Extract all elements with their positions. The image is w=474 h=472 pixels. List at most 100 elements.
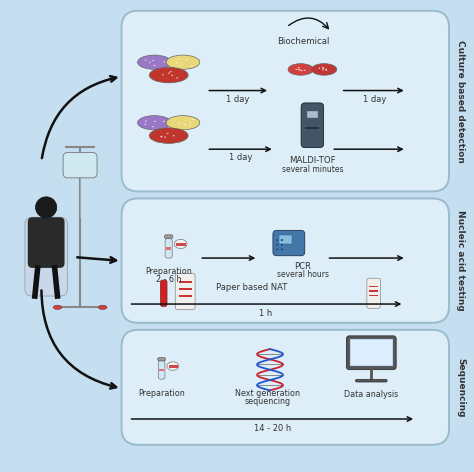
FancyBboxPatch shape — [369, 286, 378, 287]
Ellipse shape — [276, 239, 278, 241]
Ellipse shape — [149, 67, 188, 83]
FancyBboxPatch shape — [346, 336, 396, 370]
Text: Culture based detection: Culture based detection — [456, 40, 465, 163]
Text: Preparation: Preparation — [146, 267, 192, 276]
Ellipse shape — [304, 70, 306, 71]
FancyBboxPatch shape — [159, 370, 164, 371]
Ellipse shape — [298, 69, 300, 70]
Ellipse shape — [137, 116, 171, 130]
FancyBboxPatch shape — [166, 247, 171, 250]
FancyBboxPatch shape — [179, 295, 192, 296]
FancyBboxPatch shape — [179, 288, 192, 290]
Ellipse shape — [173, 135, 174, 136]
FancyBboxPatch shape — [273, 230, 305, 256]
Text: Next generation: Next generation — [235, 388, 300, 398]
Text: Preparation: Preparation — [138, 388, 185, 398]
Ellipse shape — [167, 362, 179, 371]
Ellipse shape — [167, 133, 168, 134]
Ellipse shape — [295, 69, 297, 70]
Ellipse shape — [160, 136, 162, 137]
FancyBboxPatch shape — [369, 295, 378, 296]
Ellipse shape — [322, 69, 324, 70]
Ellipse shape — [174, 239, 187, 249]
Ellipse shape — [176, 62, 178, 63]
FancyBboxPatch shape — [164, 235, 173, 238]
Ellipse shape — [276, 244, 278, 246]
Ellipse shape — [325, 69, 327, 70]
Ellipse shape — [311, 64, 337, 75]
Ellipse shape — [149, 61, 151, 63]
FancyBboxPatch shape — [307, 110, 318, 118]
Text: Sequencing: Sequencing — [456, 358, 465, 417]
FancyBboxPatch shape — [301, 103, 324, 147]
Ellipse shape — [144, 124, 146, 125]
Ellipse shape — [298, 67, 300, 68]
Ellipse shape — [189, 125, 191, 126]
Ellipse shape — [149, 128, 188, 143]
Text: MALDI-TOF: MALDI-TOF — [289, 156, 336, 165]
Ellipse shape — [288, 64, 313, 75]
Ellipse shape — [166, 55, 200, 69]
FancyBboxPatch shape — [165, 238, 172, 258]
Ellipse shape — [145, 120, 147, 122]
Ellipse shape — [154, 120, 156, 122]
Ellipse shape — [99, 305, 107, 310]
Ellipse shape — [170, 71, 172, 72]
FancyBboxPatch shape — [179, 281, 192, 283]
Ellipse shape — [281, 244, 283, 246]
Text: 1 day: 1 day — [226, 95, 250, 104]
Ellipse shape — [281, 239, 283, 241]
FancyBboxPatch shape — [305, 127, 319, 129]
Ellipse shape — [36, 197, 57, 218]
Text: several hours: several hours — [277, 270, 329, 279]
FancyBboxPatch shape — [158, 361, 165, 379]
FancyBboxPatch shape — [160, 280, 167, 306]
Ellipse shape — [152, 126, 154, 127]
Ellipse shape — [191, 65, 193, 67]
Text: 1 h: 1 h — [259, 309, 272, 318]
Ellipse shape — [301, 70, 303, 71]
Text: Data analysis: Data analysis — [344, 390, 399, 399]
FancyBboxPatch shape — [25, 217, 67, 296]
FancyBboxPatch shape — [175, 274, 195, 310]
Ellipse shape — [154, 65, 155, 66]
FancyBboxPatch shape — [279, 235, 292, 244]
FancyBboxPatch shape — [367, 278, 381, 308]
FancyBboxPatch shape — [301, 103, 324, 147]
Ellipse shape — [162, 74, 164, 76]
Ellipse shape — [323, 67, 324, 69]
FancyBboxPatch shape — [121, 330, 449, 445]
Ellipse shape — [168, 73, 170, 74]
FancyBboxPatch shape — [369, 290, 378, 292]
Ellipse shape — [319, 67, 320, 69]
FancyBboxPatch shape — [121, 11, 449, 192]
Text: 1 day: 1 day — [229, 153, 253, 162]
Text: 2 - 6 h: 2 - 6 h — [156, 275, 182, 284]
Ellipse shape — [180, 65, 182, 66]
Text: Biochemical: Biochemical — [277, 37, 329, 46]
Ellipse shape — [166, 116, 200, 130]
Ellipse shape — [171, 75, 173, 76]
Ellipse shape — [191, 118, 193, 120]
Text: Nucleic acid testing: Nucleic acid testing — [456, 211, 465, 311]
Ellipse shape — [161, 135, 163, 137]
Ellipse shape — [152, 60, 154, 61]
Ellipse shape — [184, 124, 186, 126]
Text: Paper based NAT: Paper based NAT — [216, 283, 287, 292]
Ellipse shape — [276, 248, 278, 251]
Text: sequencing: sequencing — [245, 396, 291, 405]
Ellipse shape — [164, 136, 166, 138]
Ellipse shape — [164, 61, 165, 63]
Text: PCR: PCR — [294, 262, 311, 271]
Ellipse shape — [322, 67, 324, 68]
FancyBboxPatch shape — [350, 339, 393, 366]
Ellipse shape — [189, 122, 191, 124]
FancyBboxPatch shape — [121, 198, 449, 323]
Ellipse shape — [281, 248, 283, 251]
FancyBboxPatch shape — [63, 152, 97, 178]
FancyBboxPatch shape — [158, 357, 165, 361]
Text: 14 - 20 h: 14 - 20 h — [254, 424, 291, 433]
Ellipse shape — [326, 69, 327, 71]
Text: 1 day: 1 day — [363, 95, 386, 104]
Ellipse shape — [163, 121, 165, 122]
